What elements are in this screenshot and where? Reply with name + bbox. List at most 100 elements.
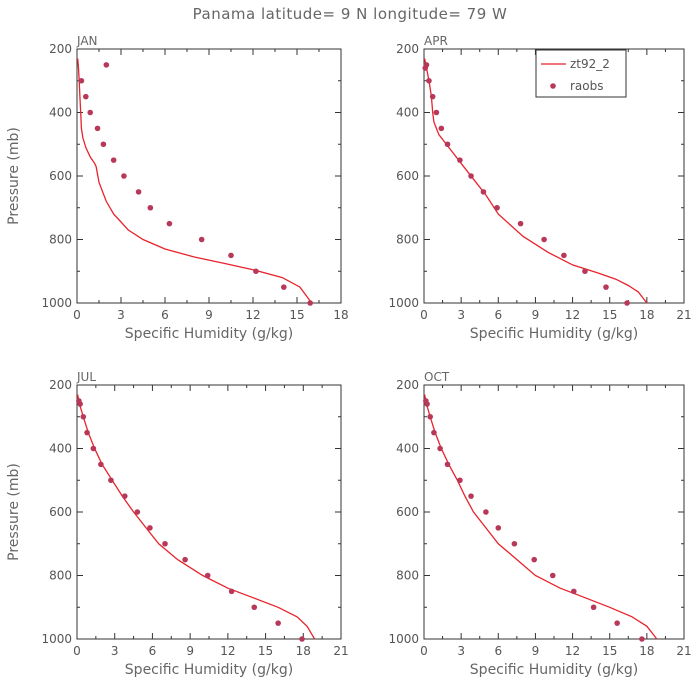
x-tick-label: 6 <box>494 308 502 322</box>
data-point-raobs <box>228 588 235 595</box>
x-tick-label: 3 <box>457 644 465 658</box>
data-point-raobs <box>281 284 287 290</box>
plot-frame <box>423 384 685 640</box>
y-axis-label: Pressure (mb) <box>6 463 22 561</box>
x-tick-label: 21 <box>676 308 691 322</box>
x-tick-label: 9 <box>532 308 540 322</box>
data-point-raobs <box>251 604 258 611</box>
y-tick-label: 1000 <box>388 296 419 310</box>
x-tick-label: 15 <box>602 308 617 322</box>
data-point-raobs <box>275 620 281 626</box>
data-point-raobs <box>468 493 474 499</box>
y-tick-label: 800 <box>49 233 72 247</box>
y-tick-label: 400 <box>396 106 419 120</box>
x-axis-label: Specific Humidity (g/kg) <box>470 326 638 342</box>
data-point-raobs <box>433 109 440 116</box>
data-point-raobs <box>483 509 489 515</box>
data-point-raobs <box>90 445 97 452</box>
data-point-raobs <box>582 268 588 275</box>
x-tick-label: 12 <box>245 308 260 322</box>
data-point-raobs <box>541 236 547 243</box>
y-tick-label: 1000 <box>388 632 419 646</box>
data-point-raobs <box>103 62 110 68</box>
data-point-raobs <box>444 461 451 468</box>
data-point-raobs <box>134 509 141 515</box>
y-tick-label: 200 <box>49 378 72 392</box>
data-point-raobs <box>549 572 556 579</box>
y-tick-label: 1000 <box>41 296 72 310</box>
data-point-raobs <box>431 429 437 436</box>
x-tick-label: 21 <box>676 644 691 658</box>
data-point-raobs <box>204 572 211 579</box>
data-point-raobs <box>94 125 101 132</box>
y-tick-label: 800 <box>396 233 419 247</box>
data-point-raobs <box>590 604 597 611</box>
data-point-raobs <box>561 252 567 259</box>
y-axis-label: Pressure (mb) <box>6 127 22 225</box>
x-tick-label: 18 <box>639 644 654 658</box>
data-point-raobs <box>98 461 104 468</box>
data-point-raobs <box>147 204 154 211</box>
panel-jul: 0 3 6 9 12 15 18 21 200 400 600 800 1000 JUL Specific … <box>6 370 349 678</box>
x-tick-label: 12 <box>220 644 235 658</box>
y-tick-label: 800 <box>396 569 419 583</box>
x-axis-label: Specific Humidity (g/kg) <box>470 662 638 678</box>
data-point-raobs <box>166 220 173 227</box>
x-tick-label: 21 <box>333 644 348 658</box>
data-point-raobs <box>299 636 305 642</box>
x-axis-label: Specific Humidity (g/kg) <box>125 662 293 678</box>
y-tick-label: 400 <box>49 442 72 456</box>
data-point-raobs <box>639 636 645 642</box>
data-point-raobs <box>511 540 518 547</box>
x-tick-label: 18 <box>333 308 348 322</box>
x-tick-label: 3 <box>117 308 125 322</box>
data-point-raobs <box>457 157 463 163</box>
x-tick-label: 3 <box>111 644 119 658</box>
data-point-raobs <box>571 588 577 595</box>
plot-frame <box>76 48 342 304</box>
series-line-zt92_2 <box>76 394 316 640</box>
data-point-raobs <box>624 300 630 306</box>
panel-title: OCT <box>424 370 450 384</box>
panel-title: APR <box>424 34 448 48</box>
y-tick-label: 600 <box>396 505 419 519</box>
x-tick-label: 3 <box>457 308 465 322</box>
x-axis-label: Specific Humidity (g/kg) <box>125 326 293 342</box>
data-point-raobs <box>253 268 259 275</box>
series-line-zt92_2 <box>77 58 313 304</box>
y-tick-label: 200 <box>49 42 72 56</box>
panel-jan: 0 3 6 9 12 15 18 200 400 600 800 1000 JAN Specific Hu… <box>6 34 349 342</box>
data-point-raobs <box>83 93 89 100</box>
series-line-zt92_2 <box>423 58 648 304</box>
x-tick-label: 15 <box>289 308 304 322</box>
data-point-raobs <box>84 429 90 436</box>
data-point-raobs <box>427 413 433 420</box>
data-point-raobs <box>162 540 168 547</box>
data-point-raobs <box>182 556 188 563</box>
data-point-raobs <box>100 141 107 148</box>
panel-title: JAN <box>76 34 98 48</box>
data-point-raobs <box>135 189 142 195</box>
x-tick-label: 0 <box>73 308 81 322</box>
panel-title: JUL <box>76 370 96 384</box>
x-tick-label: 15 <box>258 644 273 658</box>
y-tick-label: 800 <box>49 569 72 583</box>
y-tick-label: 600 <box>49 505 72 519</box>
x-tick-label: 6 <box>494 644 502 658</box>
legend-box <box>535 49 627 98</box>
x-tick-label: 9 <box>205 308 213 322</box>
data-point-raobs <box>603 284 609 290</box>
data-point-raobs <box>110 157 117 163</box>
data-point-raobs <box>198 236 205 243</box>
data-point-raobs <box>307 300 314 306</box>
data-point-raobs <box>531 556 537 563</box>
y-tick-label: 600 <box>396 169 419 183</box>
y-tick-label: 200 <box>396 378 419 392</box>
data-point-raobs <box>426 77 432 84</box>
panel-apr: 0 3 6 9 12 15 18 21 200 400 600 800 1000 APR Specific … <box>388 34 691 342</box>
legend-label: raobs <box>570 79 604 93</box>
figure-title: Panama latitude= 9 N longitude= 79 W <box>193 5 508 23</box>
x-tick-label: 12 <box>565 308 580 322</box>
x-tick-label: 18 <box>296 644 311 658</box>
